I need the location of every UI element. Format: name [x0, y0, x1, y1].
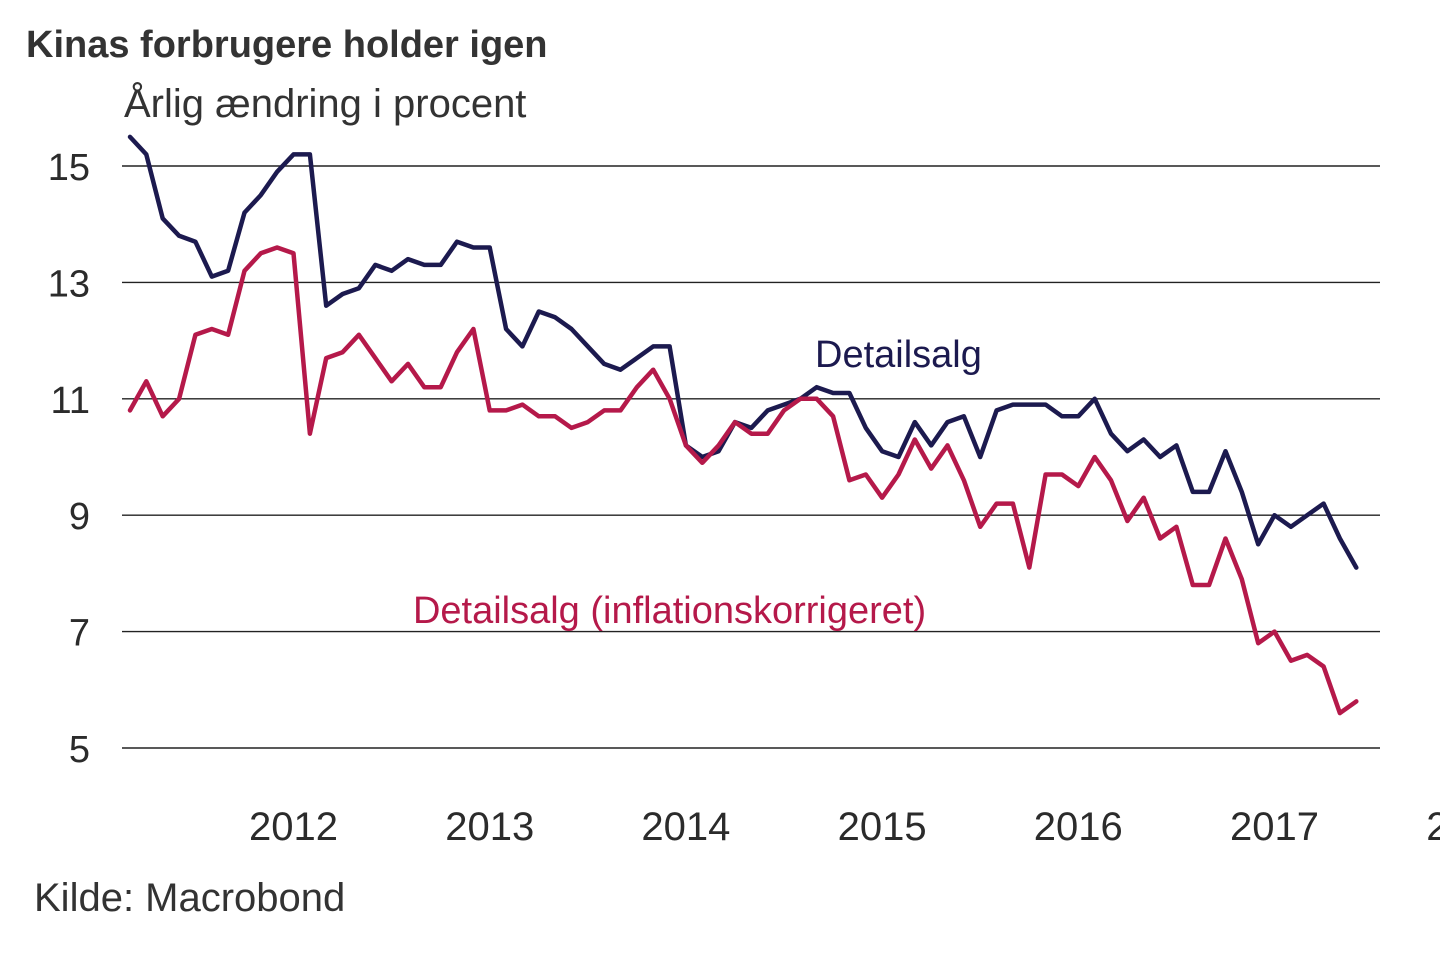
series-label-detailsalg-inflationskorrigeret: Detailsalg (inflationskorrigeret) — [413, 590, 926, 632]
x-tick-label: 2014 — [641, 805, 730, 849]
x-axis-ticks: 2012 2013 2014 2015 2016 2017 2018 — [249, 805, 1440, 849]
chart-title: Kinas forbrugere holder igen — [26, 24, 548, 66]
x-tick-label: 2018 — [1426, 805, 1440, 849]
series-line-detailsalg-inflationskorrigeret — [127, 245, 1359, 716]
x-tick-label: 2016 — [1034, 805, 1123, 849]
series-line-detailsalg — [127, 134, 1359, 570]
y-axis-ticks: 15 13 11 9 7 5 — [48, 147, 90, 771]
x-tick-label: 2013 — [445, 805, 534, 849]
y-tick-label: 9 — [69, 496, 90, 538]
y-tick-label: 7 — [69, 613, 90, 655]
x-tick-label: 2012 — [249, 805, 338, 849]
chart-subtitle: Årlig ændring i procent — [124, 82, 527, 126]
source-note: Kilde: Macrobond — [34, 876, 346, 920]
y-tick-label: 11 — [51, 380, 90, 422]
x-tick-label: 2015 — [838, 805, 927, 849]
series-lines — [127, 134, 1359, 716]
series-labels: Detailsalg Detailsalg (inflationskorriger… — [413, 334, 982, 632]
y-tick-label: 13 — [48, 263, 90, 305]
gridlines — [122, 165, 1380, 749]
x-tick-label: 2017 — [1230, 805, 1319, 849]
y-tick-label: 5 — [69, 729, 90, 771]
series-label-detailsalg: Detailsalg — [815, 334, 982, 376]
y-tick-label: 15 — [48, 147, 90, 189]
